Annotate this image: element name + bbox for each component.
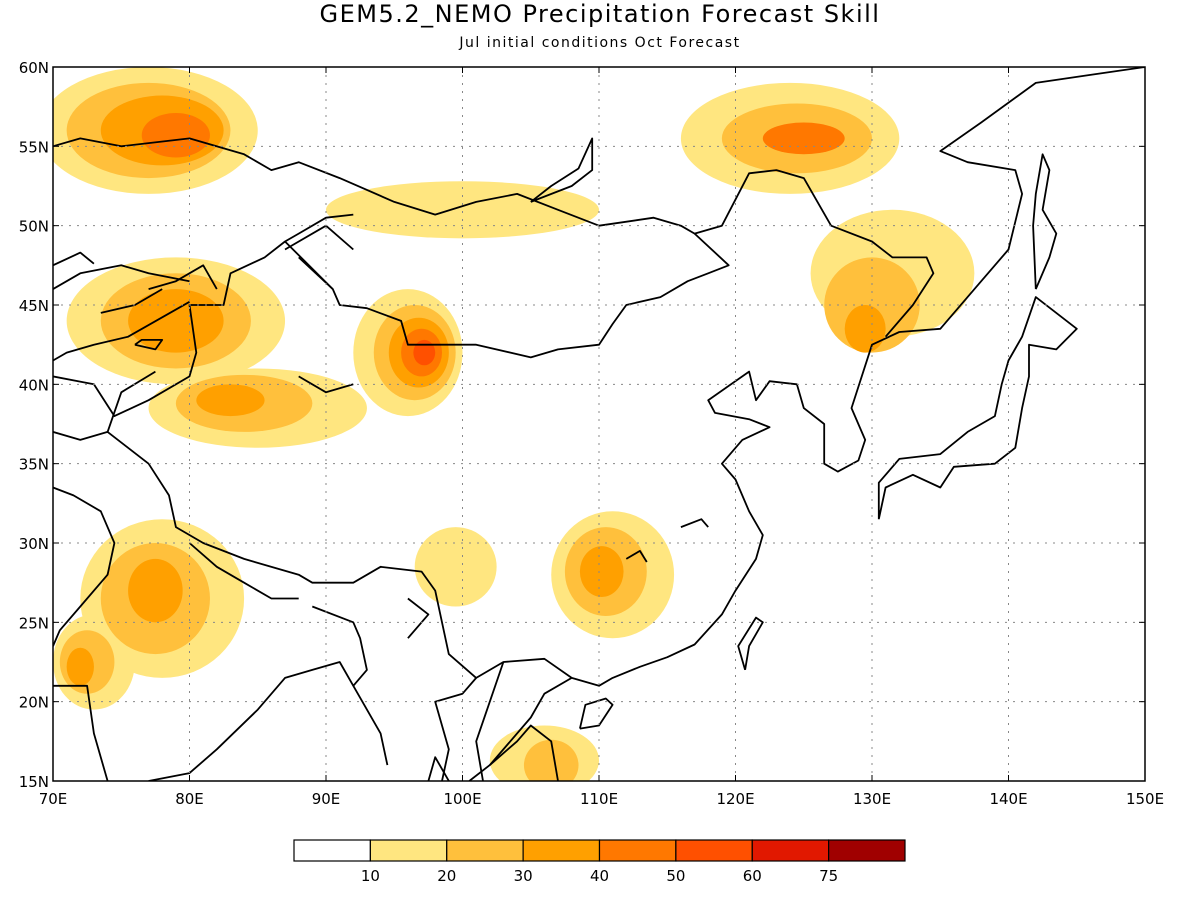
coastline-segment-16 [434, 677, 477, 781]
coastline-segment-14 [188, 542, 299, 600]
colorbar-label: 30 [514, 867, 533, 885]
skill-region-11 [414, 527, 497, 607]
coastline-segment-11 [284, 232, 730, 359]
coastline-segment-29 [53, 251, 95, 267]
coastline-segment-20 [53, 301, 190, 362]
lon-tick-label: 120E [716, 790, 754, 808]
lon-tick-label: 140E [989, 790, 1027, 808]
coastline-segment-5 [1032, 153, 1058, 290]
lat-tick-label: 20N [19, 694, 49, 712]
lon-tick-label: 80E [175, 790, 204, 808]
colorbar-swatch [446, 839, 524, 862]
lat-tick-label: 50N [19, 218, 49, 236]
colorbar-swatch [598, 839, 677, 862]
coastline-segment-21 [298, 256, 334, 290]
skill-region-26 [128, 558, 183, 623]
colorbar-swatch [293, 839, 371, 862]
lat-tick-label: 55N [19, 138, 49, 156]
plot-area [53, 67, 1145, 781]
coastline-segment-0 [53, 684, 109, 781]
skill-region-29 [66, 647, 94, 686]
colorbar-label: 40 [590, 867, 609, 885]
skill-region-27 [579, 546, 624, 597]
coastline-segment-17 [489, 724, 559, 781]
gridlines [53, 67, 1145, 781]
colorbar-label: 50 [666, 867, 685, 885]
coastline-segment-19 [106, 370, 156, 433]
skill-region-10 [326, 181, 599, 239]
coastline-segment-9 [53, 137, 935, 338]
lat-tick-label: 25N [19, 614, 49, 632]
lon-tick-label: 100E [443, 790, 481, 808]
coastline-segment-4 [877, 296, 1078, 520]
skill-region-33 [413, 339, 436, 366]
lat-tick-label: 40N [19, 376, 49, 394]
skill-contours [53, 67, 975, 781]
coastline-segment-1 [148, 661, 389, 781]
coastline-segment-31 [298, 375, 354, 394]
coastline-segment-7 [579, 697, 614, 730]
colorbar-swatch [675, 839, 753, 862]
lat-tick-label: 45N [19, 297, 49, 315]
coastline-segment-30 [407, 597, 430, 639]
colorbar-label: 60 [743, 867, 762, 885]
colorbar-swatch [369, 839, 448, 862]
skill-region-30 [141, 113, 210, 158]
colorbar-label: 10 [361, 867, 380, 885]
coastline-segment-8 [530, 137, 594, 203]
colorbar-swatch [828, 839, 906, 862]
lat-tick-label: 60N [19, 59, 49, 77]
lat-tick-label: 15N [19, 773, 49, 791]
lat-tick-label: 35N [19, 456, 49, 474]
coastline-segment-24 [148, 264, 218, 290]
coastline-segment-13 [53, 486, 116, 647]
lat-axis-labels: 15N 20N 25N 30N 35N 40N 45N 50N 55N 60N [19, 59, 49, 791]
lat-tick-label: 30N [19, 535, 49, 553]
colorbar: 10 20 30 40 50 60 75 [293, 839, 906, 885]
skill-region-21 [523, 739, 579, 781]
lon-tick-label: 90E [312, 790, 341, 808]
skill-region-31 [762, 122, 845, 155]
map-subtitle: Jul initial conditions Oct Forecast [459, 35, 741, 51]
lon-tick-label: 110E [580, 790, 618, 808]
coastline-segment-15 [311, 605, 368, 687]
colorbar-swatch [522, 839, 601, 862]
coastline-segment-18 [475, 661, 505, 781]
skill-region-23 [128, 289, 224, 353]
map-title: GEM5.2_NEMO Precipitation Forecast Skill [319, 0, 881, 28]
skill-region-28 [844, 305, 886, 353]
lon-tick-label: 70E [39, 790, 68, 808]
lon-tick-label: 130E [853, 790, 891, 808]
coastline-segment-25 [134, 338, 164, 351]
coastline-segment-2 [427, 756, 450, 781]
colorbar-label: 20 [437, 867, 456, 885]
lon-axis-labels: 70E 80E 90E 100E 110E 120E 130E 140E 150E [39, 790, 1164, 808]
coastline-segment-22 [53, 264, 190, 290]
colorbar-label: 75 [819, 867, 838, 885]
skill-region-25 [196, 384, 265, 417]
coastline-segment-28 [625, 550, 648, 563]
lon-tick-label: 150E [1126, 790, 1164, 808]
coastline-segment-27 [680, 518, 709, 528]
coastline-segment-12 [53, 430, 573, 679]
coastline-segment-3 [468, 67, 1145, 781]
axis-ticks [52, 66, 1146, 782]
coastline-segment-6 [737, 616, 764, 671]
colorbar-swatch [751, 839, 830, 862]
